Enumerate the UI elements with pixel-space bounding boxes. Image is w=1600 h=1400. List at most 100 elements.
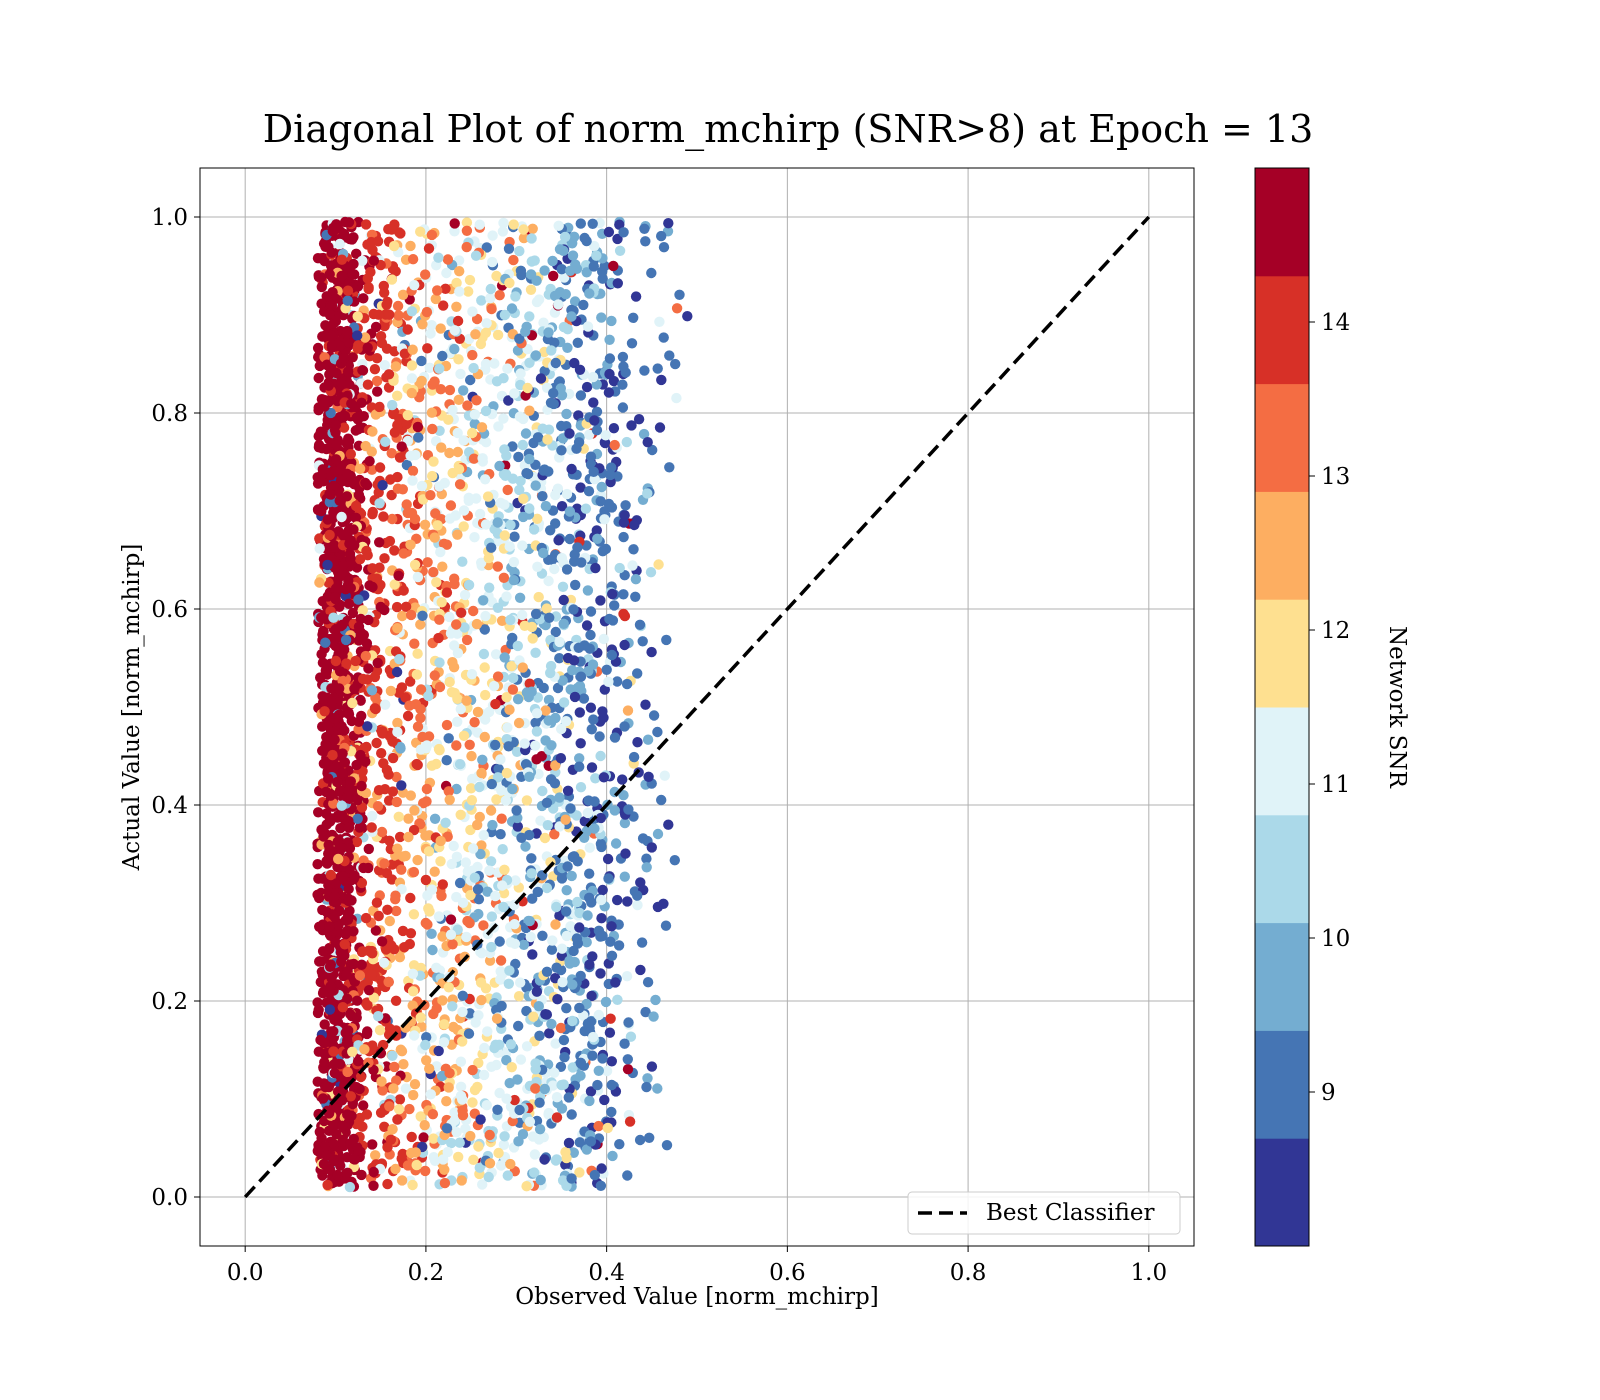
- scatter-point: [366, 822, 377, 833]
- scatter-point: [558, 1034, 570, 1046]
- scatter-point: [530, 717, 541, 728]
- scatter-point: [588, 397, 599, 408]
- scatter-point: [351, 759, 362, 771]
- scatter-point: [474, 811, 485, 823]
- scatter-point: [553, 220, 564, 231]
- scatter-point: [550, 712, 561, 724]
- scatter-point: [387, 752, 399, 764]
- scatter-point: [522, 382, 533, 394]
- scatter-point: [531, 275, 542, 286]
- scatter-point: [415, 684, 427, 695]
- scatter-point: [532, 561, 543, 572]
- scatter-point: [465, 374, 476, 386]
- colorbar-band: [1255, 168, 1309, 277]
- scatter-point: [417, 610, 428, 621]
- scatter-point: [478, 648, 490, 660]
- scatter-point: [317, 629, 328, 640]
- scatter-point: [561, 1003, 572, 1014]
- scatter-point: [355, 1071, 367, 1083]
- scatter-point: [524, 453, 535, 465]
- scatter-point: [482, 491, 494, 502]
- scatter-point: [584, 959, 595, 970]
- scatter-point: [312, 478, 324, 489]
- scatter-point: [387, 513, 398, 525]
- scatter-point: [342, 1066, 353, 1078]
- scatter-point: [618, 589, 629, 600]
- scatter-point: [454, 759, 466, 770]
- scatter-point: [589, 240, 600, 252]
- scatter-point: [422, 557, 433, 568]
- scatter-point: [406, 1131, 417, 1143]
- scatter-point: [319, 706, 330, 717]
- scatter-point: [508, 556, 520, 568]
- scatter-point: [504, 541, 515, 552]
- scatter-point: [317, 1093, 329, 1104]
- scatter-point: [537, 423, 548, 434]
- scatter-point: [566, 1173, 577, 1184]
- scatter-point: [628, 751, 640, 763]
- scatter-point: [625, 1031, 637, 1042]
- scatter-point: [449, 226, 460, 237]
- scatter-point: [638, 428, 650, 440]
- scatter-point: [551, 1112, 563, 1123]
- scatter-point: [656, 374, 667, 386]
- scatter-point: [486, 911, 498, 922]
- scatter-point: [387, 1124, 398, 1135]
- scatter-point: [447, 939, 458, 950]
- scatter-point: [357, 673, 369, 685]
- scatter-point: [389, 1061, 400, 1073]
- scatter-point: [442, 254, 454, 265]
- scatter-point: [593, 1120, 604, 1132]
- scatter-point: [456, 607, 467, 618]
- scatter-point: [333, 920, 344, 931]
- scatter-point: [356, 1169, 367, 1181]
- scatter-point: [494, 290, 505, 301]
- scatter-point: [429, 532, 440, 543]
- scatter-point: [674, 289, 685, 300]
- colorbar-band: [1255, 275, 1309, 385]
- scatter-point: [352, 330, 363, 341]
- scatter-point: [396, 1175, 408, 1186]
- scatter-point: [373, 910, 384, 922]
- scatter-point: [632, 899, 643, 911]
- scatter-point: [477, 453, 488, 464]
- scatter-point: [399, 348, 410, 359]
- scatter-point: [463, 495, 474, 506]
- scatter-point: [564, 955, 575, 966]
- scatter-point: [593, 1065, 604, 1077]
- scatter-point: [389, 579, 400, 590]
- scatter-point: [487, 819, 498, 831]
- scatter-point: [328, 798, 339, 809]
- scatter-point: [363, 843, 374, 855]
- scatter-point: [602, 853, 614, 865]
- scatter-point: [324, 308, 335, 319]
- scatter-point: [620, 500, 631, 511]
- scatter-point: [379, 858, 390, 869]
- scatter-point: [559, 272, 570, 283]
- scatter-point: [376, 936, 388, 947]
- scatter-point: [584, 842, 595, 853]
- scatter-point: [515, 1054, 527, 1065]
- scatter-point: [499, 1131, 510, 1142]
- scatter-point: [409, 638, 420, 649]
- scatter-point: [366, 810, 378, 822]
- scatter-point: [336, 843, 348, 854]
- scatter-point: [339, 410, 351, 422]
- scatter-point: [396, 1153, 407, 1164]
- scatter-point: [564, 428, 575, 439]
- scatter-point: [646, 842, 657, 853]
- scatter-point: [605, 936, 616, 947]
- scatter-point: [387, 399, 398, 411]
- scatter-point: [572, 896, 583, 908]
- scatter-point: [590, 562, 601, 574]
- scatter-point: [326, 340, 338, 351]
- scatter-point: [609, 732, 621, 743]
- scatter-point: [492, 517, 503, 528]
- scatter-point: [330, 624, 341, 635]
- scatter-point: [572, 337, 583, 348]
- scatter-point: [449, 325, 460, 336]
- scatter-point: [359, 332, 371, 343]
- scatter-point: [637, 636, 648, 647]
- scatter-point: [458, 505, 470, 516]
- scatter-point: [461, 634, 473, 646]
